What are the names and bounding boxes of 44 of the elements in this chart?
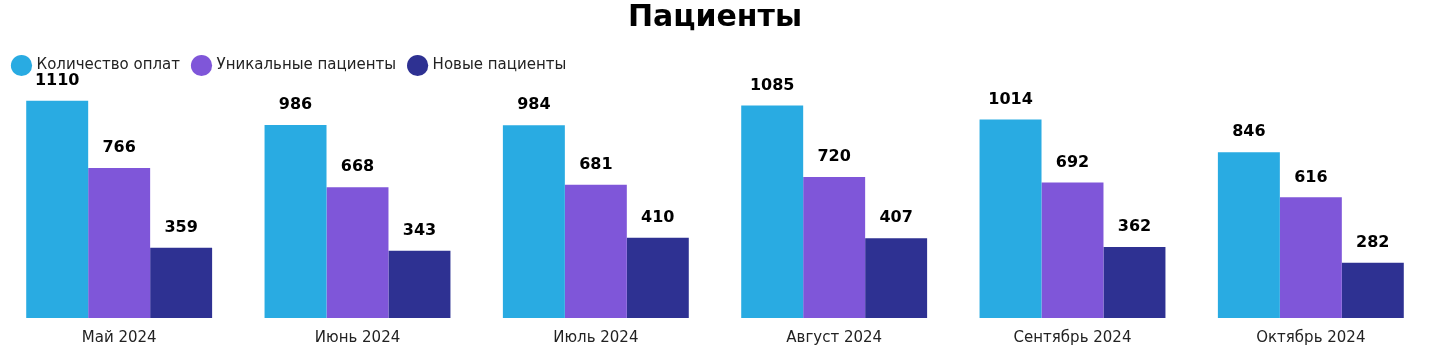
bar <box>564 184 627 318</box>
data-label: 668 <box>340 156 375 176</box>
bar <box>741 105 804 318</box>
legend-label: Уникальные пациенты <box>216 55 397 74</box>
data-label: 282 <box>1356 231 1390 251</box>
bar <box>264 124 327 318</box>
bar <box>1217 152 1280 318</box>
bar <box>1041 182 1104 318</box>
data-label: 720 <box>817 146 851 166</box>
data-label: 692 <box>1055 151 1090 171</box>
legend-label: Новые пациенты <box>432 55 567 74</box>
data-label: 343 <box>402 219 437 239</box>
bar <box>865 238 928 318</box>
data-label: 410 <box>641 206 675 226</box>
data-label: 846 <box>1232 121 1266 141</box>
data-label: 986 <box>278 94 313 114</box>
x-tick-label: Май 2024 <box>81 327 157 346</box>
bar <box>326 187 389 318</box>
bar <box>803 177 866 318</box>
data-label: 407 <box>879 207 913 227</box>
x-tick-label: Октябрь 2024 <box>1256 327 1366 346</box>
bar <box>1103 247 1166 318</box>
bar <box>388 250 451 318</box>
data-label: 362 <box>1117 216 1152 236</box>
data-label: 616 <box>1294 166 1328 186</box>
x-tick-label: Июнь 2024 <box>314 327 401 346</box>
data-label: 766 <box>102 137 136 157</box>
data-label: 1085 <box>749 74 795 94</box>
x-tick-label: Июль 2024 <box>553 327 639 346</box>
bar <box>626 237 689 318</box>
data-label: 681 <box>579 153 613 173</box>
data-label: 984 <box>517 94 551 114</box>
x-tick-label: Август 2024 <box>786 327 883 346</box>
bar <box>979 119 1042 318</box>
bar <box>1279 197 1342 318</box>
chart-title: Пациенты <box>627 0 803 33</box>
bar <box>502 125 565 318</box>
bar <box>88 167 151 318</box>
bar <box>26 100 89 318</box>
bar <box>1341 262 1404 318</box>
data-label: 1014 <box>988 88 1033 108</box>
data-label: 359 <box>164 216 198 236</box>
bar <box>150 247 213 318</box>
x-tick-label: Сентябрь 2024 <box>1013 327 1132 346</box>
